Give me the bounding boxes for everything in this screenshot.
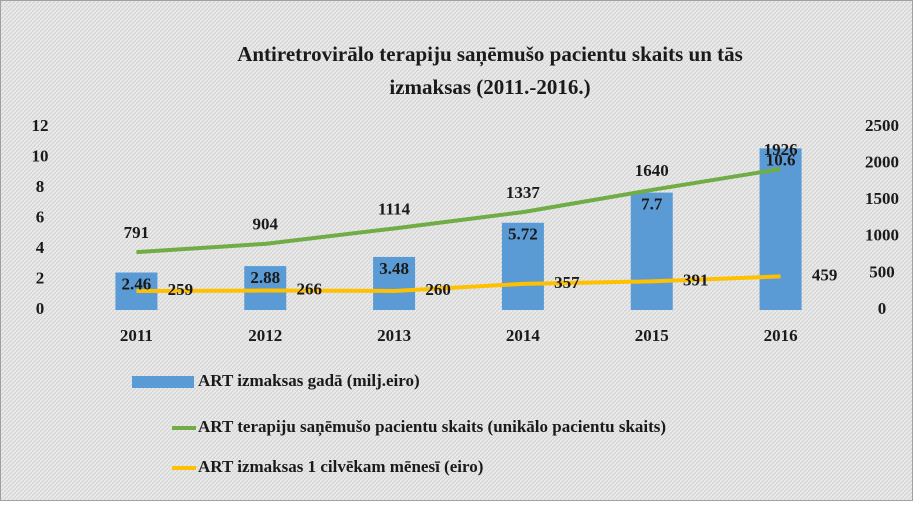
y-tick-label: 2 bbox=[36, 268, 45, 287]
data-label: 10.6 bbox=[766, 150, 796, 169]
data-label: 5.72 bbox=[508, 225, 538, 244]
data-label: 259 bbox=[168, 280, 194, 299]
y-tick-label: 10 bbox=[32, 146, 49, 165]
x-tick-label: 2012 bbox=[248, 326, 282, 345]
y2-tick-label: 500 bbox=[869, 262, 895, 281]
data-label: 1114 bbox=[378, 199, 411, 218]
y-tick-label: 4 bbox=[36, 238, 45, 257]
legend-swatch bbox=[132, 376, 194, 388]
legend-label: ART izmaksas 1 cilvēkam mēnesī (eiro) bbox=[198, 457, 483, 476]
data-label: 904 bbox=[253, 215, 279, 234]
y2-tick-label: 0 bbox=[878, 299, 887, 318]
bar bbox=[759, 148, 802, 310]
data-label: 2.46 bbox=[122, 274, 152, 293]
y2-tick-label: 1500 bbox=[865, 189, 899, 208]
data-label: 266 bbox=[297, 279, 323, 298]
y-tick-label: 8 bbox=[36, 177, 45, 196]
x-tick-label: 2015 bbox=[635, 326, 669, 345]
chart-title: Antiretrovirālo terapiju saņēmušo pacien… bbox=[237, 42, 743, 67]
x-tick-label: 2016 bbox=[764, 326, 798, 345]
data-label: 1926 bbox=[764, 140, 798, 159]
chart-title: izmaksas (2011.-2016.) bbox=[389, 75, 590, 99]
x-tick-label: 2011 bbox=[120, 326, 153, 345]
data-label: 1337 bbox=[506, 183, 541, 202]
data-label: 3.48 bbox=[379, 259, 409, 278]
x-tick-label: 2014 bbox=[506, 326, 541, 345]
bar bbox=[244, 266, 287, 310]
bar bbox=[501, 222, 544, 310]
y2-tick-label: 2000 bbox=[865, 153, 899, 172]
data-label: 791 bbox=[124, 223, 150, 242]
data-label: 7.7 bbox=[641, 194, 663, 213]
y2-tick-label: 1000 bbox=[865, 226, 899, 245]
data-label: 260 bbox=[425, 280, 451, 299]
data-label: 357 bbox=[554, 273, 580, 292]
y-tick-label: 6 bbox=[36, 207, 45, 226]
bar bbox=[630, 192, 673, 310]
line bbox=[136, 274, 781, 294]
data-label: 391 bbox=[683, 270, 709, 289]
y-tick-label: 0 bbox=[36, 299, 45, 318]
data-label: 1640 bbox=[635, 161, 669, 180]
data-label: 2.88 bbox=[250, 268, 280, 287]
line bbox=[136, 167, 781, 255]
x-tick-label: 2013 bbox=[377, 326, 411, 345]
data-label: 459 bbox=[812, 265, 838, 284]
legend-label: ART izmaksas gadā (milj.eiro) bbox=[198, 371, 420, 390]
y2-tick-label: 2500 bbox=[865, 116, 899, 135]
bar bbox=[373, 256, 416, 310]
legend-label: ART terapiju saņēmušo pacientu skaits (u… bbox=[198, 417, 666, 437]
y-tick-label: 12 bbox=[32, 116, 49, 135]
